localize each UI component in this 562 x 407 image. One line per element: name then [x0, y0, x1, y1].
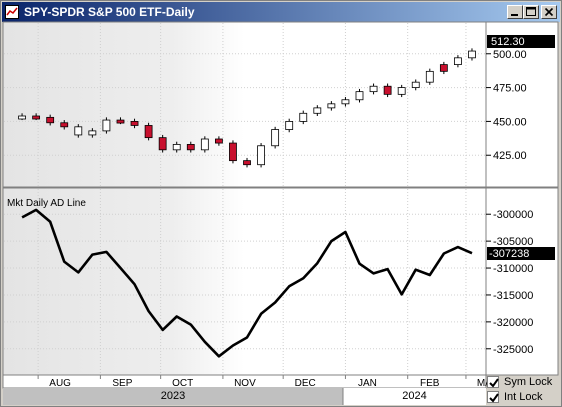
- price-last-tag: [487, 35, 555, 48]
- ad-tick-label: -300000: [493, 209, 533, 221]
- price-candle: [102, 119, 111, 132]
- price-candle: [285, 121, 294, 130]
- checkmark-icon: [489, 378, 499, 388]
- ad-last-tag: [487, 247, 555, 260]
- price-candle: [130, 121, 139, 126]
- month-label: FEB: [420, 378, 440, 389]
- price-candle: [341, 99, 350, 105]
- price-candle: [454, 57, 462, 65]
- price-candle: [327, 103, 336, 109]
- price-candle: [186, 144, 195, 151]
- price-candle: [60, 122, 69, 128]
- year-band-2024: [343, 388, 486, 405]
- ad-tick-label: -305000: [493, 236, 533, 248]
- ad-tick-label: -310000: [493, 263, 533, 275]
- price-candle: [383, 85, 392, 95]
- sym-lock-checkbox[interactable]: [487, 376, 499, 388]
- ad-tick-label: -320000: [493, 317, 533, 329]
- price-candle: [425, 70, 434, 83]
- month-label: DEC: [295, 378, 316, 389]
- price-candle: [439, 64, 448, 72]
- month-label: JAN: [358, 378, 377, 389]
- ad-tick-label: -325000: [493, 344, 533, 356]
- month-label: NOV: [234, 378, 256, 389]
- price-candle: [355, 91, 364, 101]
- month-label: OCT: [172, 378, 193, 389]
- price-candle: [88, 130, 97, 136]
- price-candle: [369, 85, 378, 93]
- price-candle: [257, 145, 265, 166]
- price-last-value: 512.30: [491, 36, 525, 48]
- year-label-2024: 2024: [402, 390, 427, 402]
- minimize-button[interactable]: [507, 5, 523, 19]
- close-icon: [544, 7, 554, 17]
- price-candle: [172, 144, 181, 151]
- price-tick-label: 425.00: [493, 150, 527, 162]
- price-candle: [144, 125, 153, 139]
- price-candle: [411, 81, 420, 88]
- sym-lock-label: Sym Lock: [504, 376, 553, 388]
- ad-tick-label: -315000: [493, 290, 533, 302]
- chart-app-icon: [5, 5, 19, 19]
- month-label: AUG: [49, 378, 71, 389]
- price-candle: [468, 50, 476, 59]
- year-label-2023: 2023: [160, 390, 186, 402]
- ad-panel[interactable]: [2, 187, 487, 376]
- maximize-icon: [526, 7, 536, 16]
- ad-panel-title: Mkt Daily AD Line: [7, 198, 86, 209]
- month-label: SEP: [112, 378, 132, 389]
- price-candle: [18, 115, 26, 120]
- minimize-icon: [511, 14, 518, 16]
- price-candle: [243, 160, 251, 166]
- price-candle: [46, 116, 55, 124]
- price-candle: [299, 112, 308, 122]
- ad-line-series: [21, 208, 473, 358]
- price-tick-label: 475.00: [493, 83, 527, 95]
- price-candle: [214, 138, 223, 144]
- ad-axis: [485, 187, 559, 376]
- price-candle: [158, 137, 167, 151]
- price-candle: [313, 107, 322, 114]
- price-candle: [32, 115, 41, 120]
- int-lock-checkbox[interactable]: [487, 391, 499, 403]
- price-tick-label: 500.00: [493, 49, 527, 61]
- price-axis: [485, 21, 559, 188]
- int-lock-label: Int Lock: [504, 391, 543, 403]
- price-candle: [397, 87, 406, 95]
- title-bar[interactable]: SPY-SPDR S&P 500 ETF-Daily: [2, 2, 560, 22]
- price-candle: [229, 142, 237, 162]
- checkmark-icon: [489, 393, 499, 403]
- year-band-2023: [3, 388, 343, 405]
- price-panel[interactable]: [2, 21, 487, 188]
- window-title: SPY-SPDR S&P 500 ETF-Daily: [24, 5, 195, 19]
- price-candle: [116, 119, 125, 124]
- price-candle: [271, 129, 280, 147]
- price-candle: [200, 138, 209, 151]
- price-tick-label: 450.00: [493, 116, 527, 128]
- maximize-button[interactable]: [523, 5, 539, 19]
- ad-last-value: -307238: [489, 248, 529, 260]
- close-button[interactable]: [541, 5, 557, 19]
- price-candles: [18, 48, 476, 168]
- price-candle: [74, 126, 83, 136]
